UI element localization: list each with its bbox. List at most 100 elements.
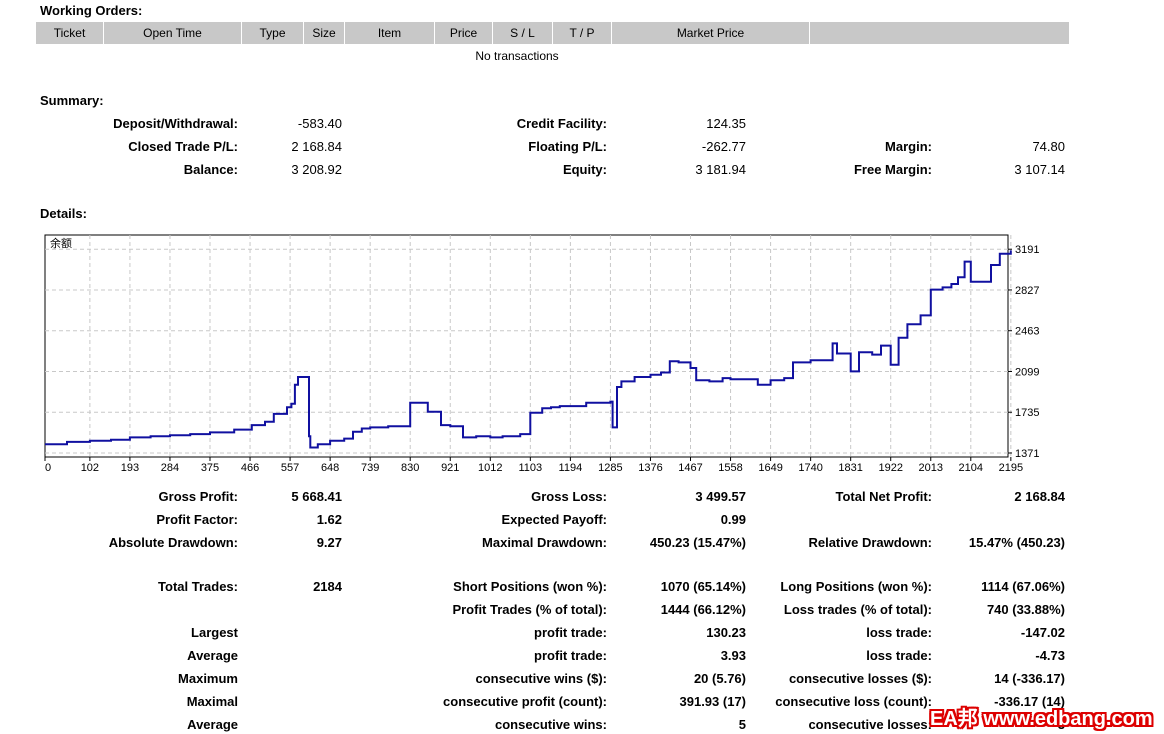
x-tick-label: 739	[361, 462, 379, 474]
detail-label-col1: Largest	[191, 625, 238, 640]
detail-label-col3: consecutive loss (count):	[775, 694, 932, 709]
detail-value-col2: 5	[738, 717, 746, 732]
detail-label-col2: Expected Payoff:	[501, 512, 607, 527]
x-tick-label: 1012	[478, 462, 502, 474]
credit-value: 124.35	[706, 116, 746, 131]
free-margin-label: Free Margin:	[853, 162, 932, 177]
chart-title: 余额	[50, 236, 72, 250]
y-tick-label: 1371	[1015, 448, 1039, 460]
x-tick-label: 284	[161, 462, 179, 474]
detail-label-col3: Long Positions (won %):	[780, 579, 932, 594]
y-tick-label: 3191	[1015, 244, 1039, 256]
y-tick-label: 2827	[1015, 285, 1039, 297]
working-orders-title: Working Orders:	[40, 3, 143, 18]
detail-label-col3: consecutive losses:	[808, 717, 932, 732]
detail-value-col1: 1.62	[316, 512, 342, 527]
equity-label: Equity:	[562, 162, 607, 177]
x-tick-label: 1649	[758, 462, 782, 474]
detail-label-col2: profit trade:	[534, 625, 607, 640]
col-item[interactable]: Item	[345, 22, 435, 44]
margin-label: Margin:	[885, 139, 932, 154]
equity-value: 3 181.94	[695, 162, 746, 177]
detail-value-col3: 1114 (67.06%)	[981, 579, 1065, 594]
deposit-label: Deposit/Withdrawal:	[113, 116, 238, 131]
x-tick-label: 2104	[959, 462, 983, 474]
detail-value-col2: 450.23 (15.47%)	[649, 535, 746, 550]
balance-line	[45, 250, 1012, 449]
detail-label-col2: consecutive wins ($):	[475, 671, 607, 686]
closed-pl-value: 2 168.84	[291, 139, 342, 154]
details-title: Details:	[40, 206, 87, 221]
free-margin-value: 3 107.14	[1014, 162, 1065, 177]
col-price[interactable]: Price	[435, 22, 493, 44]
x-tick-label: 2195	[999, 462, 1023, 474]
detail-value-col1: 5 668.41	[291, 489, 342, 504]
col-size[interactable]: Size	[304, 22, 345, 44]
detail-value-col3: 740 (33.88%)	[986, 602, 1065, 617]
y-tick-label: 2463	[1015, 326, 1039, 338]
floating-pl-label: Floating P/L:	[528, 139, 607, 154]
detail-value-col3: -147.02	[1020, 625, 1065, 640]
x-tick-label: 557	[281, 462, 299, 474]
detail-value-col2: 130.23	[706, 625, 746, 640]
balance-value: 3 208.92	[291, 162, 342, 177]
margin-value: 74.80	[1032, 139, 1065, 154]
col-comment[interactable]	[810, 22, 1069, 44]
detail-label-col3: Loss trades (% of total):	[783, 602, 932, 617]
detail-value-col2: 20 (5.76)	[693, 671, 746, 686]
detail-value-col3: 15.47% (450.23)	[968, 535, 1065, 550]
detail-value-col3: -4.73	[1035, 648, 1065, 663]
detail-label-col1: Maximum	[178, 671, 238, 686]
col-ticket[interactable]: Ticket	[36, 22, 104, 44]
detail-label-col2: consecutive wins:	[495, 717, 607, 732]
detail-label-col3: loss trade:	[866, 625, 932, 640]
x-tick-label: 1285	[598, 462, 622, 474]
detail-label-col3: loss trade:	[866, 648, 932, 663]
x-tick-label: 1467	[678, 462, 702, 474]
detail-label-col1: Absolute Drawdown:	[108, 535, 238, 550]
x-tick-label: 1194	[559, 462, 583, 474]
x-tick-label: 1376	[638, 462, 662, 474]
detail-value-col3: 3	[1057, 717, 1065, 732]
detail-value-col2: 1444 (66.12%)	[660, 602, 746, 617]
balance-chart: 余额 0 102 193 284 375 466 557 648 739 830 921 1012 11…	[44, 234, 1039, 474]
y-tick-label: 1735	[1015, 407, 1039, 419]
credit-label: Credit Facility:	[516, 116, 607, 131]
detail-value-col3: 2 168.84	[1014, 489, 1065, 504]
x-tick-label: 0	[45, 462, 51, 474]
detail-label-col2: consecutive profit (count):	[443, 694, 607, 709]
x-tick-label: 1103	[519, 462, 543, 474]
x-tick-label: 2013	[919, 462, 943, 474]
chart-grid	[45, 235, 1012, 457]
col-market-price[interactable]: Market Price	[612, 22, 810, 44]
summary-title: Summary:	[40, 93, 104, 108]
y-axis-ticks: 1371 1735 2099 2463 2827 3191	[1008, 244, 1039, 460]
col-open-time[interactable]: Open Time	[104, 22, 242, 44]
detail-label-col3: Total Net Profit:	[835, 489, 932, 504]
detail-label-col1: Average	[187, 717, 238, 732]
detail-label-col2: Maximal Drawdown:	[482, 535, 607, 550]
detail-label-col1: Maximal	[186, 694, 238, 709]
detail-value-col2: 1070 (65.14%)	[660, 579, 746, 594]
col-stop-loss[interactable]: S / L	[493, 22, 553, 44]
x-tick-label: 1922	[878, 462, 902, 474]
detail-value-col2: 3.93	[720, 648, 746, 663]
x-tick-label: 1831	[838, 462, 862, 474]
deposit-value: -583.40	[297, 116, 342, 131]
col-type[interactable]: Type	[242, 22, 304, 44]
detail-label-col2: Profit Trades (% of total):	[452, 602, 607, 617]
x-axis-ticks: 0 102 193 284 375 466 557 648 739 830 921 1012 1103 1…	[44, 457, 1023, 474]
detail-value-col1: 9.27	[316, 535, 342, 550]
floating-pl-value: -262.77	[701, 139, 746, 154]
x-tick-label: 102	[81, 462, 99, 474]
detail-label-col3: Relative Drawdown:	[808, 535, 932, 550]
y-tick-label: 2099	[1015, 366, 1039, 378]
detail-value-col2: 391.93 (17)	[679, 694, 747, 709]
x-tick-label: 1558	[718, 462, 742, 474]
no-transactions-text: No transactions	[475, 49, 559, 63]
watermark: EA邦 www.edbang.com	[930, 708, 1153, 730]
col-take-profit[interactable]: T / P	[553, 22, 612, 44]
detail-label-col2: Gross Loss:	[531, 489, 607, 504]
x-tick-label: 921	[441, 462, 459, 474]
x-tick-label: 1740	[798, 462, 822, 474]
